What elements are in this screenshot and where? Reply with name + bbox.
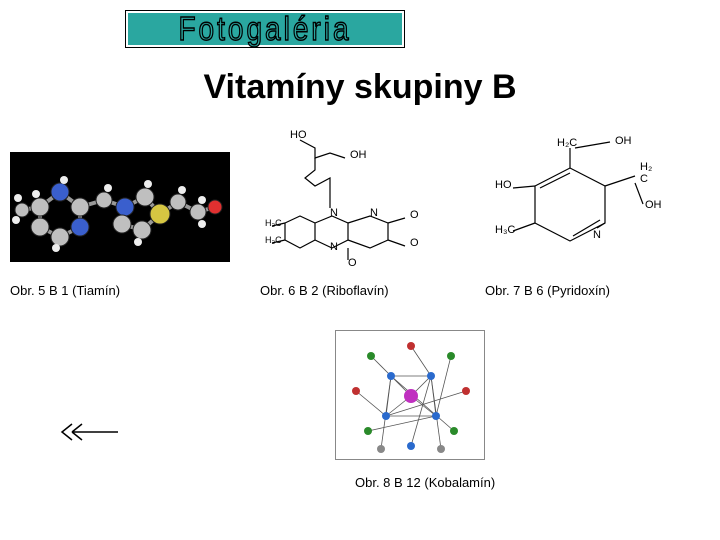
svg-text:H₃C: H₃C: [265, 235, 282, 245]
svg-text:O: O: [348, 257, 357, 268]
svg-text:N: N: [330, 241, 338, 253]
page-title: Vitamíny skupiny B: [0, 68, 720, 107]
caption-b1: Obr. 5 B 1 (Tiamín): [10, 283, 120, 298]
svg-text:H₂C: H₂C: [557, 137, 577, 149]
svg-text:N: N: [593, 229, 601, 241]
structure-b6-svg: H₂C OH H₂C OH HO H₃C N: [485, 128, 675, 253]
caption-b12: Obr. 8 B 12 (Kobalamín): [355, 475, 495, 490]
structure-b2-svg: HOOHNNNOOOH₃CH₃C: [260, 128, 435, 268]
svg-text:C: C: [640, 173, 648, 185]
svg-text:O: O: [410, 209, 419, 221]
svg-text:O: O: [410, 237, 419, 249]
svg-text:HO: HO: [290, 129, 307, 141]
banner-text: Fotogaléria: [178, 10, 351, 48]
svg-text:N: N: [330, 207, 338, 219]
figure-b1: [10, 152, 230, 262]
banner-frame: Fotogaléria: [125, 10, 405, 48]
svg-text:H₃C: H₃C: [265, 218, 282, 228]
figure-b2: HOOHNNNOOOH₃CH₃C: [260, 128, 435, 263]
molecule-b1-svg: [10, 152, 230, 262]
caption-b6: Obr. 7 B 6 (Pyridoxín): [485, 283, 610, 298]
figure-b6: H₂C OH H₂C OH HO H₃C N: [485, 128, 675, 253]
svg-text:H₂: H₂: [640, 161, 652, 173]
arrow-left-icon: [60, 418, 120, 446]
svg-text:N: N: [370, 207, 378, 219]
svg-text:OH: OH: [615, 135, 632, 147]
svg-text:H₃C: H₃C: [495, 224, 515, 236]
back-arrow[interactable]: [60, 418, 120, 446]
svg-text:OH: OH: [350, 149, 367, 161]
banner: Fotogaléria: [128, 13, 402, 45]
svg-text:HO: HO: [495, 179, 512, 191]
figure-b12: [335, 330, 485, 460]
structure-b12-svg: [336, 331, 486, 461]
caption-b2: Obr. 6 B 2 (Riboflavín): [260, 283, 389, 298]
svg-text:OH: OH: [645, 199, 662, 211]
